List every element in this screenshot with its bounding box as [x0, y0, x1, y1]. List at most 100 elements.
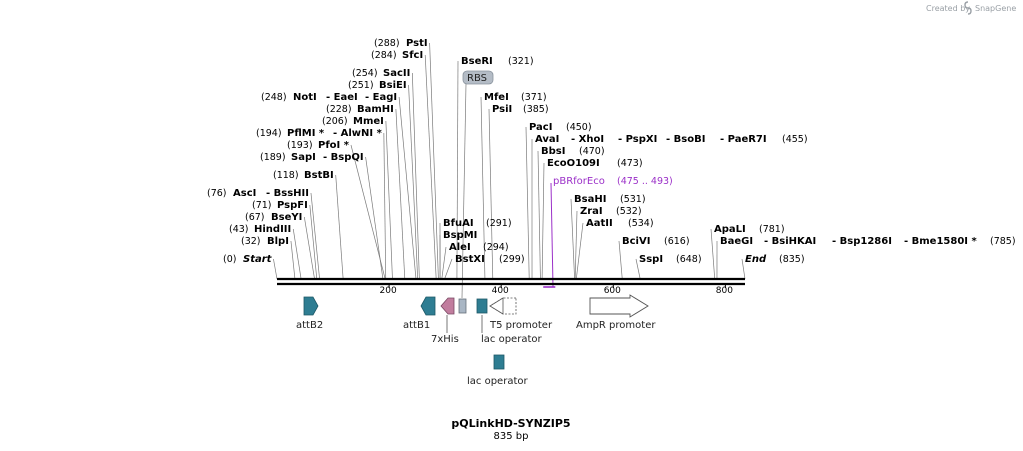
site-pspfi[interactable]: (71) PspFI	[252, 200, 308, 211]
site-sacii[interactable]: (254) SacII	[352, 68, 410, 79]
site-name: End	[745, 254, 767, 265]
site-alei[interactable]: AleI (294)	[449, 242, 509, 253]
attb1-arrow-icon	[420, 296, 436, 316]
site-pos: (785)	[990, 236, 1016, 247]
feature-lac-operator-1[interactable]: lac operator	[476, 298, 542, 345]
site-bspmi[interactable]: BspMI	[443, 230, 477, 241]
site-connector-line	[309, 204, 318, 280]
site-ecoo109i[interactable]: EcoO109I (473)	[547, 158, 643, 169]
site-pos: (284)	[371, 50, 397, 61]
site-bstbi[interactable]: (118) BstBI	[273, 170, 334, 181]
site-name: PacI	[529, 122, 552, 133]
site-name: - PaeR7I	[720, 134, 767, 145]
site-pos: (248)	[261, 92, 287, 103]
rbs-label: RBS	[467, 73, 487, 84]
feature-label: attB2	[296, 320, 323, 331]
site-bamhi[interactable]: (228) BamHI	[326, 104, 394, 115]
site-name: BciVI	[622, 236, 650, 247]
site-aatii[interactable]: AatII (534)	[586, 218, 654, 229]
site-connector-line	[441, 246, 447, 280]
feature-attb1[interactable]: attB1	[403, 296, 436, 331]
primer-range: (475 .. 493)	[617, 176, 673, 187]
site-pos: (321)	[508, 56, 534, 67]
site-name: ZraI	[580, 206, 603, 217]
feature-ampr-promoter[interactable]: AmpR promoter	[576, 294, 656, 331]
backbone	[277, 277, 745, 286]
site-bsahi[interactable]: BsaHI (531)	[574, 194, 646, 205]
site-pflmi[interactable]: (194) PflMI * - AlwNI *	[256, 128, 383, 139]
site-pfoi[interactable]: (193) PfoI *	[287, 140, 350, 151]
site-connector-line	[541, 162, 545, 280]
site-pos: (291)	[486, 218, 512, 229]
his-tag-arrow-icon	[440, 297, 455, 315]
site-mfei[interactable]: MfeI (371)	[484, 92, 547, 103]
site-bsiei[interactable]: (251) BsiEI	[348, 80, 407, 91]
feature-lac-operator-2[interactable]: lac operator	[467, 354, 528, 387]
site-name: - Bme1580I *	[904, 236, 977, 247]
site-name: BlpI	[267, 236, 289, 247]
site-name: SfcI	[402, 50, 423, 61]
site-connector-line	[525, 126, 530, 280]
site-start[interactable]: (0) Start	[223, 254, 273, 265]
site-connector-line	[290, 240, 296, 280]
t5-promoter-head	[489, 297, 504, 315]
site-pos: (473)	[617, 158, 643, 169]
site-pos: (118)	[273, 170, 299, 181]
site-name: BspMI	[443, 230, 477, 241]
site-end[interactable]: End (835)	[745, 254, 805, 265]
site-pos: (228)	[326, 104, 352, 115]
feature-label: AmpR promoter	[576, 320, 656, 331]
feature-attb2[interactable]: attB2	[296, 296, 323, 331]
site-pos: (531)	[620, 194, 646, 205]
site-blpi[interactable]: (32) BlpI	[241, 236, 289, 247]
site-connector-line	[273, 258, 278, 280]
site-sapi[interactable]: (189) SapI - BspQI	[260, 152, 364, 163]
site-bseri[interactable]: BseRI (321)	[461, 56, 534, 67]
site-asci[interactable]: (76) AscI - BssHII	[207, 188, 309, 199]
primer-pbrforeco[interactable]: pBRforEco (475 .. 493)	[543, 176, 673, 288]
site-name: SspI	[639, 254, 663, 265]
site-sspi[interactable]: SspI (648)	[639, 254, 702, 265]
plasmid-name: pQLinkHD-SYNZIP5	[451, 417, 570, 430]
site-name: AleI	[449, 242, 471, 253]
site-connector-line	[395, 108, 406, 280]
feature-t5-promoter[interactable]: T5 promoter	[489, 297, 553, 331]
site-bcivi[interactable]: BciVI (616)	[622, 236, 690, 247]
feature-rbs[interactable]	[458, 298, 467, 314]
site-connector-line	[350, 144, 386, 280]
site-name: BstBI	[304, 170, 334, 181]
site-avai[interactable]: AvaI - XhoI - PspXI - BsoBI - PaeR7I (45…	[535, 134, 808, 145]
site-pos: (371)	[521, 92, 547, 103]
site-connector-line	[456, 60, 459, 280]
site-zrai[interactable]: ZraI (532)	[580, 206, 642, 217]
site-sfci[interactable]: (284) SfcI	[371, 50, 423, 61]
site-labels: (0) Start End (835) (32) BlpI (43) HindI…	[207, 38, 1016, 265]
site-noti[interactable]: (248) NotI - EaeI - EagI	[261, 92, 397, 103]
site-psti[interactable]: (288) PstI	[374, 38, 428, 49]
site-bstxi[interactable]: BstXI (299)	[455, 254, 525, 265]
site-pos: (616)	[664, 236, 690, 247]
site-pos: (76)	[207, 188, 227, 199]
credit-brand: SnapGene	[975, 4, 1016, 13]
site-name: PflMI *	[287, 128, 325, 139]
site-hindiii[interactable]: (43) HindIII	[229, 224, 291, 235]
site-connector-line	[385, 120, 393, 280]
site-connector-line	[488, 108, 494, 280]
site-bseyi[interactable]: (67) BseYI	[245, 212, 302, 223]
feature-label: T5 promoter	[489, 320, 553, 331]
site-apali[interactable]: ApaLI (781)	[714, 224, 785, 235]
feature-7xhis[interactable]: 7xHis	[431, 297, 459, 345]
site-pos: (43)	[229, 224, 249, 235]
site-bfuai[interactable]: BfuAI (291)	[443, 218, 512, 229]
site-bbsi[interactable]: BbsI (470)	[541, 146, 605, 157]
site-pos: (455)	[782, 134, 808, 145]
site-psii[interactable]: PsiI (385)	[492, 104, 549, 115]
site-lines	[273, 42, 746, 299]
site-pos: (781)	[759, 224, 785, 235]
site-name: MmeI	[353, 116, 384, 127]
site-paci[interactable]: PacI (450)	[529, 122, 592, 133]
site-mmei[interactable]: (206) MmeI	[322, 116, 384, 127]
rbs-callout[interactable]: RBS	[462, 70, 494, 85]
site-baegi[interactable]: BaeGI - BsiHKAI - Bsp1286I - Bme1580I * …	[720, 236, 1016, 247]
site-pos: (534)	[628, 218, 654, 229]
